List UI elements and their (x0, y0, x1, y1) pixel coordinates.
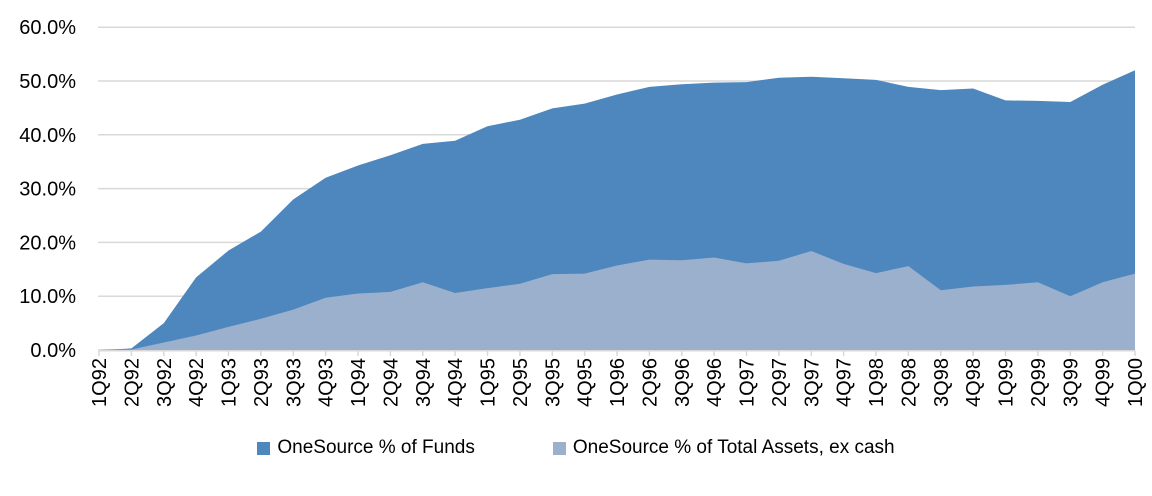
x-axis-tick-label: 2Q93 (251, 358, 273, 407)
y-axis-tick-label: 0.0% (30, 340, 76, 362)
x-axis-tick-label: 2Q92 (121, 358, 143, 407)
x-axis-tick-label: 1Q92 (89, 358, 111, 407)
x-axis-tick-label: 1Q94 (348, 358, 370, 407)
x-axis-tick-label: 1Q00 (1125, 358, 1147, 407)
x-axis-tick-label: 2Q96 (639, 358, 661, 407)
x-axis-tick-label: 4Q97 (834, 358, 856, 407)
x-axis-tick-label: 4Q98 (963, 358, 985, 407)
y-axis-tick-label: 20.0% (19, 232, 76, 254)
x-axis-tick-label: 2Q94 (380, 358, 402, 407)
y-axis-tick-label: 40.0% (19, 125, 76, 147)
x-axis-tick-label: 2Q97 (769, 358, 791, 407)
x-axis-tick-label: 4Q92 (186, 358, 208, 407)
x-axis-tick-label: 4Q99 (1093, 358, 1115, 407)
x-axis-tick-label: 3Q94 (413, 358, 435, 407)
y-axis-tick-label: 60.0% (19, 17, 76, 39)
y-axis-tick-label: 10.0% (19, 286, 76, 308)
x-axis-tick-label: 1Q95 (478, 358, 500, 407)
area-series-assets (99, 251, 1135, 350)
x-axis-tick-label: 3Q92 (154, 358, 176, 407)
x-axis-tick-label: 1Q97 (737, 358, 759, 407)
x-axis-tick-label: 3Q99 (1060, 358, 1082, 407)
x-axis-tick-label: 3Q96 (672, 358, 694, 407)
legend-swatch-assets (552, 441, 566, 455)
x-axis-tick-label: 2Q98 (898, 358, 920, 407)
x-axis-tick-label: 3Q97 (801, 358, 823, 407)
x-axis-tick-label: 4Q96 (704, 358, 726, 407)
legend-swatch-funds (257, 441, 271, 455)
x-axis-tick-label: 2Q99 (1028, 358, 1050, 407)
chart-legend: OneSource % of Funds OneSource % of Tota… (0, 437, 1152, 459)
legend-item-funds: OneSource % of Funds (257, 437, 475, 459)
x-axis-tick-label: 4Q94 (445, 358, 467, 407)
x-axis-tick-label: 3Q95 (542, 358, 564, 407)
x-axis-tick-label: 2Q95 (510, 358, 532, 407)
x-axis-tick-label: 1Q98 (866, 358, 888, 407)
x-axis-tick-label: 4Q95 (575, 358, 597, 407)
legend-item-assets: OneSource % of Total Assets, ex cash (552, 437, 895, 459)
y-axis-tick-label: 50.0% (19, 71, 76, 93)
y-axis-tick-label: 30.0% (19, 179, 76, 201)
legend-label-assets: OneSource % of Total Assets, ex cash (572, 437, 895, 458)
x-axis-tick-label: 3Q98 (931, 358, 953, 407)
x-axis-tick-label: 1Q99 (996, 358, 1018, 407)
x-axis-tick-label: 3Q93 (283, 358, 305, 407)
x-axis-tick-label: 1Q93 (219, 358, 241, 407)
x-axis-tick-label: 4Q93 (316, 358, 338, 407)
x-axis-tick-label: 1Q96 (607, 358, 629, 407)
legend-label-funds: OneSource % of Funds (277, 437, 475, 458)
